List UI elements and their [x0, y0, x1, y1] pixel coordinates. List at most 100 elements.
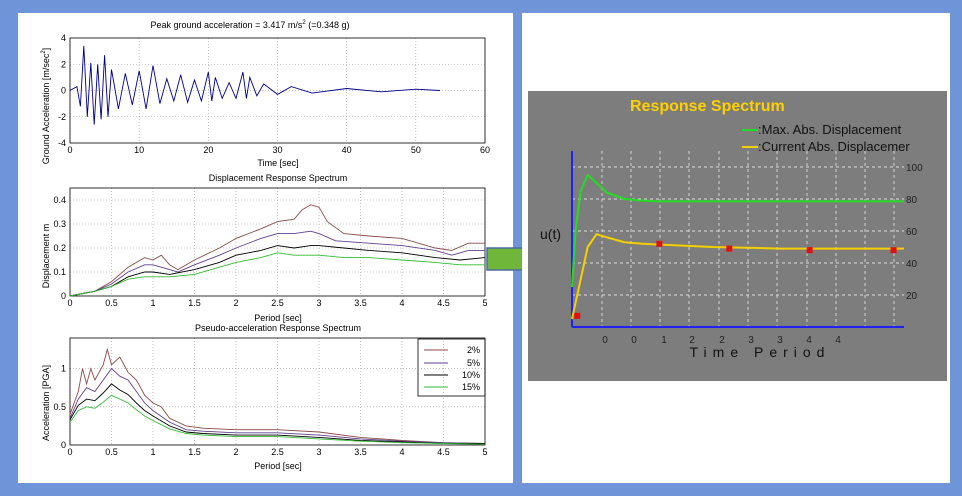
plot2-ytick-label: 0.4	[53, 195, 66, 205]
plot1-ytick-label: 4	[61, 33, 66, 43]
plot2-xtick-label: 0.5	[105, 298, 118, 308]
legend-label-15: 15%	[462, 382, 480, 392]
rs-legend-max: :Max. Abs. Displacement	[758, 122, 901, 137]
rs-xtick-label: 4	[806, 335, 812, 346]
plot3-title: Pseudo-acceleration Response Spectrum	[195, 323, 361, 333]
plot1-xtick-label: 0	[67, 145, 72, 155]
plot2-xtick-label: 5	[482, 298, 487, 308]
plot3-xtick-label: 2.5	[271, 447, 284, 457]
rs-ytick-label: 40	[906, 259, 918, 270]
matlab-figure-panel: Peak ground acceleration = 3.417 m/s2 (=…	[18, 13, 513, 483]
plot3-ylabel: Acceleration [PGA]	[41, 365, 51, 441]
plot3-xtick-label: 3.5	[354, 447, 367, 457]
plot3-xtick-label: 3	[316, 447, 321, 457]
plot3-xlabel: Period [sec]	[254, 461, 302, 471]
plot1-xtick-label: 60	[480, 145, 490, 155]
plot3-series-5pct	[69, 367, 486, 444]
plot2-xtick-label: 1	[150, 298, 155, 308]
plot1-xtick-label: 50	[411, 145, 421, 155]
rs-series-current	[571, 233, 904, 320]
plot3-xtick-label: 2	[233, 447, 238, 457]
plot2-ytick-label: 0.2	[53, 243, 66, 253]
plot2-xtick-label: 1.5	[188, 298, 201, 308]
plot1-xtick-label: 30	[272, 145, 282, 155]
rs-ylabel: u(t)	[540, 226, 561, 242]
rs-xtick-label: 4	[835, 335, 841, 346]
plot2-xtick-label: 2.5	[271, 298, 284, 308]
plot1-xtick-label: 20	[203, 145, 213, 155]
plot2-ylabel: Displacement m	[41, 224, 51, 289]
plot2-xlabel: Period [sec]	[254, 313, 302, 323]
plot2-series-5pct	[69, 230, 485, 297]
rs-legend-current: :Current Abs. Displacemer	[758, 139, 910, 154]
legend-label-2: 2%	[467, 345, 480, 355]
plot1-ytick-label: 0	[61, 86, 66, 96]
plot1-ytick-label: -2	[58, 112, 66, 122]
plot3-xtick-label: 4.5	[437, 447, 450, 457]
rs-marker	[726, 245, 733, 252]
plot2-xtick-label: 4.5	[437, 298, 450, 308]
plot1-xtick-label: 40	[342, 145, 352, 155]
rs-marker	[656, 240, 663, 247]
rs-plot-area: 100 80 60 40 20 0 0 1 2 2 3 3 4 4	[571, 151, 923, 346]
plot3-ytick-label: 1	[61, 364, 66, 374]
matlab-figure-svg: Peak ground acceleration = 3.417 m/s2 (=…	[41, 20, 490, 471]
plot3-series-2pct	[69, 347, 486, 444]
rs-ytick-label: 100	[906, 163, 923, 174]
animation-panel: Response Spectrum :Max. Abs. Displacemen…	[522, 13, 950, 483]
plot2-ytick-label: 0.1	[53, 267, 66, 277]
rs-xtick-label: 3	[748, 335, 754, 346]
plot1-series-signal	[69, 45, 441, 125]
plot3-xtick-label: 0	[67, 447, 72, 457]
rs-ytick-label: 60	[906, 227, 918, 238]
plot2-xtick-label: 0	[67, 298, 72, 308]
rs-xtick-label: 0	[631, 335, 637, 346]
rs-xtick-label: 3	[777, 335, 783, 346]
plot2-xtick-label: 3	[316, 298, 321, 308]
rs-ytick-label: 20	[906, 291, 918, 302]
plot3-xtick-label: 1	[150, 447, 155, 457]
rs-marker	[806, 247, 813, 254]
plot1-ytick-label: 2	[61, 59, 66, 69]
plot2-xtick-label: 4	[399, 298, 404, 308]
plot3-series-10pct	[69, 383, 485, 444]
plot3-xtick-label: 0.5	[105, 447, 118, 457]
plot1-title: Peak ground acceleration = 3.417 m/s2 (=…	[151, 20, 350, 30]
plot2-series-2pct	[69, 204, 485, 297]
plot3-series-15pct	[69, 394, 486, 445]
response-spectrum-animation: Response Spectrum :Max. Abs. Displacemen…	[528, 91, 947, 381]
plot2-ytick-label: 0	[61, 291, 66, 301]
plot1-ytick-label: -4	[58, 138, 66, 148]
plot3-axes-box	[69, 337, 486, 446]
ground-acceleration-plot: Peak ground acceleration = 3.417 m/s2 (=…	[41, 20, 490, 168]
plot3-legend: 2% 5% 10% 15%	[417, 338, 486, 397]
plot2-xtick-label: 2	[233, 298, 238, 308]
rs-ytick-label: 80	[906, 195, 918, 206]
plot2-series-10pct	[69, 245, 486, 297]
plot2-ytick-label: 0.3	[53, 219, 66, 229]
plot2-title: Displacement Response Spectrum	[209, 173, 348, 183]
rs-marker	[574, 312, 581, 319]
rs-series-max	[571, 173, 904, 288]
rs-xtick-label: 2	[689, 335, 695, 346]
legend-label-5: 5%	[467, 358, 480, 368]
plot3-ytick-label: 0.5	[53, 402, 66, 412]
plot2-series-15pct	[69, 252, 485, 297]
rs-background	[528, 91, 947, 381]
plot3-xtick-label: 5	[482, 447, 487, 457]
rs-xlabel: Time Period	[690, 344, 831, 360]
plot1-ylabel: Ground Acceleration [m/sec2]	[41, 48, 51, 164]
plot2-xtick-label: 3.5	[354, 298, 367, 308]
rs-xtick-label: 1	[661, 335, 667, 346]
rs-xtick-label: 2	[719, 335, 725, 346]
plot2-axes-box	[69, 187, 486, 297]
rs-xtick-label: 0	[602, 335, 608, 346]
rs-title: Response Spectrum	[630, 98, 785, 115]
plot3-xtick-label: 4	[399, 447, 404, 457]
plot3-ytick-label: 0	[61, 440, 66, 450]
plot1-xtick-label: 10	[134, 145, 144, 155]
plot3-xtick-label: 1.5	[188, 447, 201, 457]
displacement-spectrum-plot: Displacement Response Spectrum Period [s…	[41, 173, 488, 323]
rs-marker	[890, 247, 897, 254]
plot1-xlabel: Time [sec]	[257, 158, 298, 168]
